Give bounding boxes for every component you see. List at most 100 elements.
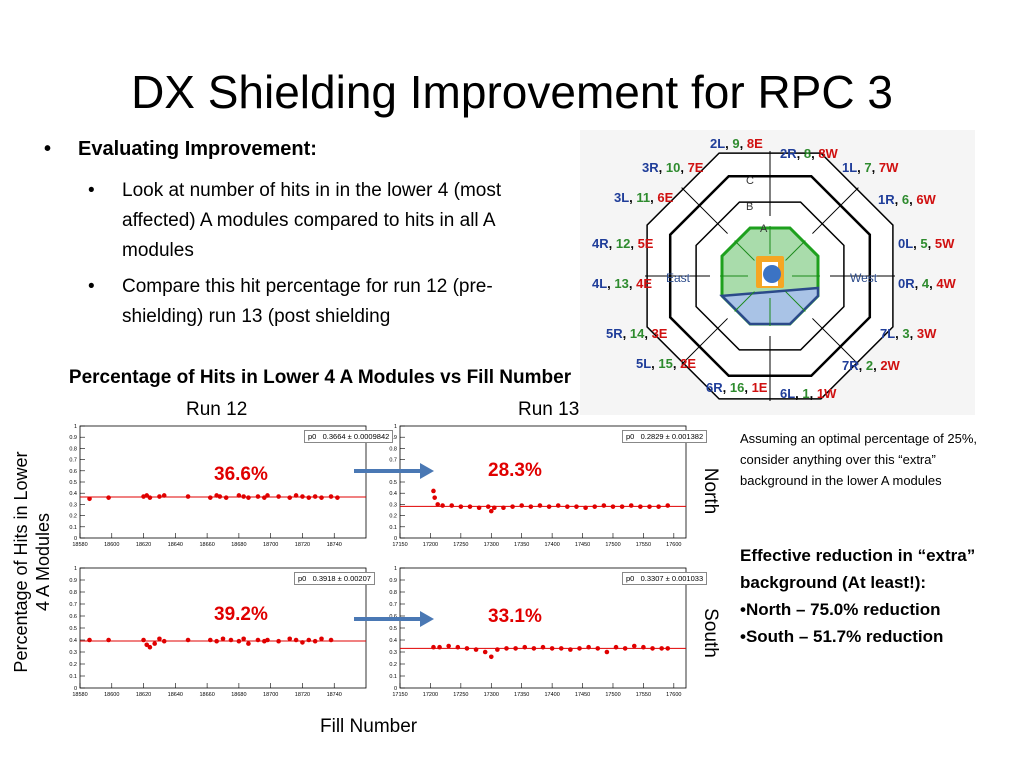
- y-tick-label: 1: [394, 566, 397, 572]
- data-point: [246, 641, 251, 646]
- fit-value: 0.2829 ± 0.001382: [640, 432, 704, 441]
- y-tick-label: 0.2: [389, 662, 397, 668]
- octant-label: 0R, 4, 4W: [898, 276, 957, 291]
- a-module-divider: [734, 291, 755, 312]
- x-tick-label: 17250: [453, 692, 468, 698]
- data-point: [482, 649, 488, 655]
- plot-run13-north: 00.10.20.30.40.50.60.70.80.9117150172001…: [382, 420, 692, 560]
- plot-background: [382, 562, 692, 710]
- data-point: [488, 654, 494, 660]
- octant-label: 5L, 15, 2E: [636, 356, 696, 371]
- x-tick-label: 17450: [575, 542, 590, 548]
- data-point: [255, 637, 261, 643]
- fit-box-run13-south: p0 0.3307 ± 0.001033: [622, 572, 708, 585]
- y-tick-label: 0.2: [389, 514, 397, 520]
- data-point: [185, 637, 191, 643]
- plot-background: [62, 420, 372, 560]
- region-b-octagon: [695, 201, 845, 351]
- data-point: [565, 504, 570, 509]
- spoke: [812, 318, 859, 365]
- data-point: [147, 495, 153, 500]
- south-label: South: [700, 608, 721, 658]
- a-module-divider: [734, 240, 755, 261]
- reduction-north: •North – 75.0% reduction: [740, 600, 941, 619]
- data-point: [647, 504, 652, 509]
- plot-background: [62, 562, 372, 710]
- x-tick-label: 18620: [136, 692, 151, 698]
- pct-run12-south: 39.2%: [214, 604, 268, 625]
- data-point: [485, 504, 491, 509]
- y-tick-label: 0.8: [69, 446, 77, 452]
- data-point: [440, 503, 445, 508]
- data-point: [262, 495, 267, 500]
- x-tick-label: 17500: [605, 692, 620, 698]
- data-point: [592, 504, 598, 509]
- fit-value: 0.3918 ± 0.00207: [312, 574, 371, 583]
- y-tick-label: 0.3: [69, 502, 77, 508]
- y-tick-label: 1: [74, 424, 77, 430]
- octant-label: 4L, 13, 4E: [592, 276, 652, 291]
- data-point: [287, 636, 293, 642]
- pct-run13-south: 33.1%: [488, 606, 542, 627]
- data-point: [431, 488, 436, 494]
- data-point: [306, 637, 312, 643]
- sub-bullet-1-text: Look at number of hits in in the lower 4…: [122, 180, 502, 261]
- data-point: [583, 505, 588, 511]
- fit-param: p0: [626, 432, 635, 441]
- data-point: [558, 646, 564, 651]
- x-tick-label: 17500: [605, 542, 620, 548]
- data-point: [265, 493, 270, 498]
- y-tick-label: 0: [394, 536, 397, 542]
- x-tick-label: 17150: [392, 542, 407, 548]
- y-tick-label: 0.4: [389, 491, 397, 497]
- x-tick-label: 17150: [392, 692, 407, 698]
- x-tick-label: 18680: [231, 542, 246, 548]
- data-point: [601, 503, 607, 508]
- sub-bullet-2-text: Compare this hit percentage for run 12 (…: [122, 276, 493, 327]
- data-point: [241, 636, 246, 642]
- data-point: [144, 493, 150, 498]
- data-point: [504, 646, 509, 651]
- y-tick-label: 0.6: [69, 469, 77, 475]
- x-tick-label: 17550: [636, 692, 651, 698]
- fit-value: 0.3664 ± 0.0009842: [322, 432, 390, 441]
- data-point: [528, 504, 534, 509]
- octant-label: 6R, 16, 1E: [706, 380, 768, 395]
- y-axis-label: Percentage of Hits in Lower 4 A Modules: [10, 412, 54, 712]
- data-point: [467, 504, 473, 509]
- data-point: [87, 637, 92, 643]
- data-point: [574, 504, 579, 509]
- y-tick-label: 0.3: [389, 650, 397, 656]
- pct-run13-north: 28.3%: [488, 460, 542, 481]
- data-point: [513, 646, 518, 651]
- x-tick-label: 17200: [423, 692, 438, 698]
- data-point: [546, 504, 552, 509]
- plot-run12-north: 0 0.1 0.2 0.3 0.4 0.5 0.6 0.7 0.8 0.9 1 18580 18600 1…: [62, 420, 372, 560]
- fit-box-run12-north: p0 0.3664 ± 0.0009842: [304, 430, 394, 443]
- y-tick-label: 0: [74, 536, 77, 542]
- x-tick-label: 17200: [423, 542, 438, 548]
- data-point: [555, 503, 561, 508]
- a-module-divider: [785, 240, 806, 261]
- y-tick-label: 0.7: [389, 602, 397, 608]
- x-tick-label: 17400: [544, 692, 559, 698]
- y-tick-label: 0.7: [69, 602, 77, 608]
- data-point: [300, 640, 305, 645]
- data-point: [665, 646, 671, 651]
- data-point: [501, 505, 506, 511]
- y-tick-label: 0.7: [389, 458, 397, 464]
- bullet-dot: •: [44, 138, 52, 160]
- data-point: [328, 637, 334, 643]
- bullet-dot: •: [88, 180, 95, 201]
- data-point: [540, 644, 546, 650]
- fit-box-run13-north: p0 0.2829 ± 0.001382: [622, 430, 708, 443]
- data-point: [152, 641, 157, 646]
- y-tick-label: 0.5: [69, 626, 77, 632]
- octant-label: 6L, 1, 1W: [780, 386, 837, 401]
- octant-label: 2L, 9, 8E: [710, 136, 763, 151]
- x-tick-label: 18720: [295, 542, 310, 548]
- fit-param: p0: [626, 574, 635, 583]
- y-tick-label: 0.9: [69, 578, 77, 584]
- slide-title: DX Shielding Improvement for RPC 3: [131, 66, 893, 118]
- data-point: [595, 646, 601, 651]
